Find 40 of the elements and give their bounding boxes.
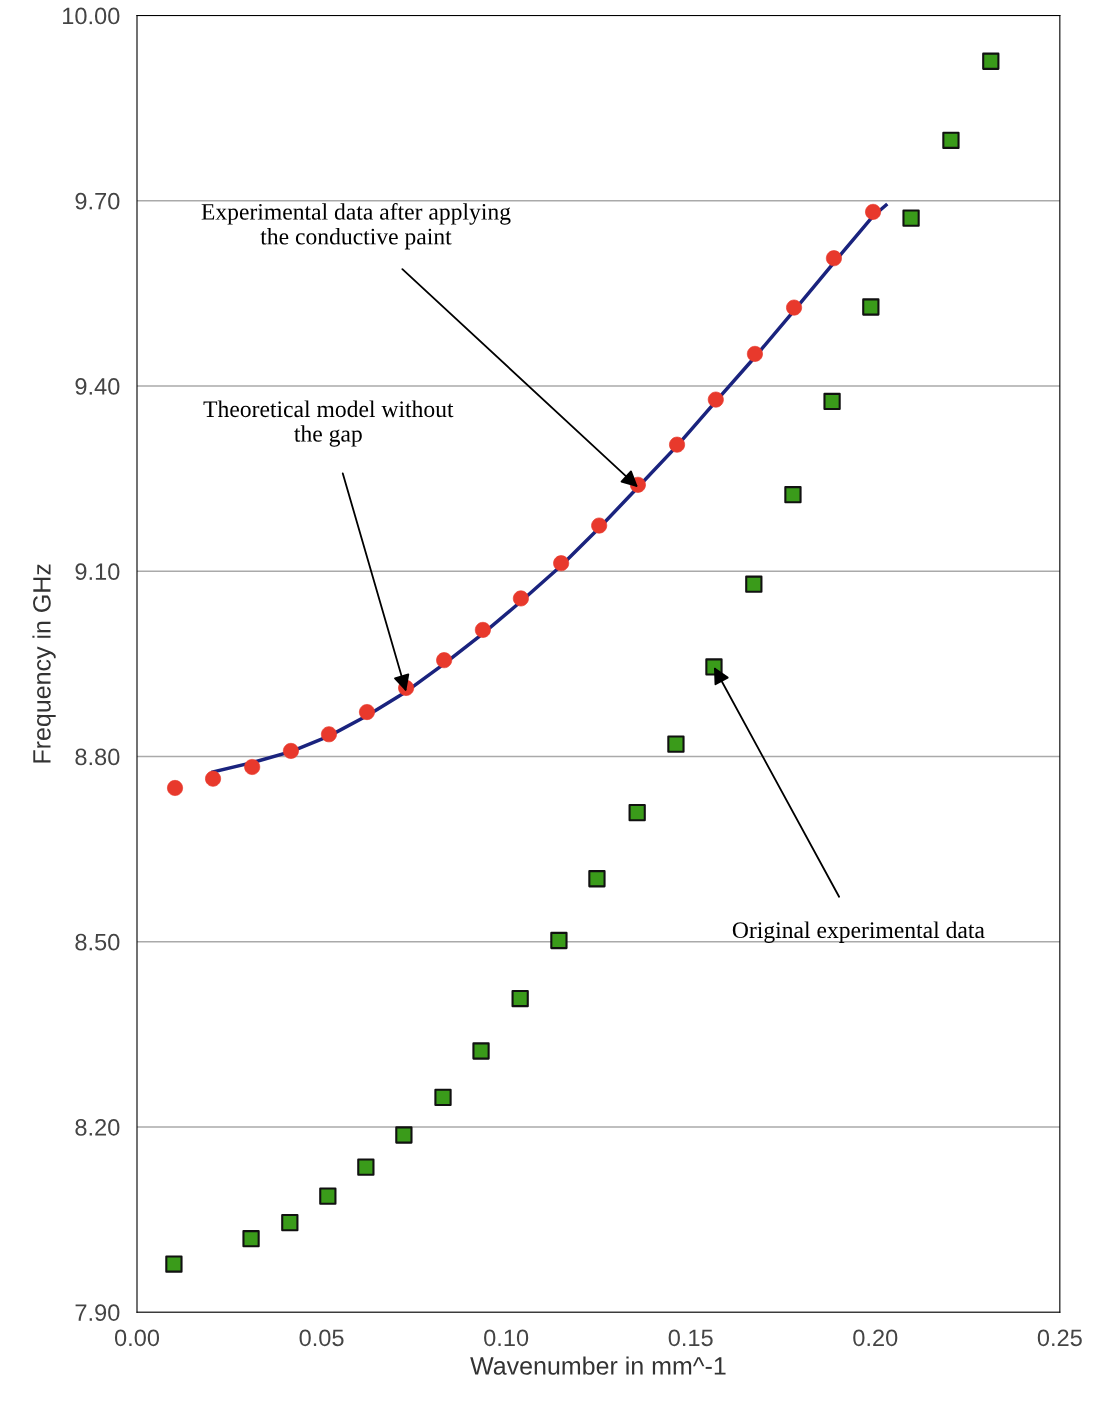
point [862, 298, 880, 316]
point [434, 1088, 452, 1106]
point [357, 1158, 375, 1176]
y-tick-label: 8.20 [75, 1119, 120, 1136]
y-tick-label: 7.90 [75, 1304, 120, 1321]
point [745, 575, 763, 593]
point [982, 52, 1000, 70]
y-tick-label: 8.50 [75, 933, 120, 951]
point [242, 1230, 260, 1248]
point [588, 870, 606, 888]
point [902, 209, 920, 227]
annotation: Original experimental data [732, 921, 985, 943]
annotation: Experimental data after applying the conductive paint [201, 202, 511, 250]
point [823, 392, 841, 411]
x-tick-label: 0.05 [299, 1329, 344, 1347]
x-tick-label: 0.20 [853, 1329, 898, 1347]
y-tick-label: 9.40 [75, 378, 120, 395]
x-tick-label: 0.10 [484, 1329, 529, 1347]
point [281, 1214, 299, 1232]
point [319, 1187, 337, 1205]
point [550, 931, 568, 950]
annotation: Theoretical model without the gap [203, 400, 454, 447]
x-tick-label: 0.25 [1037, 1329, 1082, 1347]
y-tick-label: 8.80 [75, 748, 120, 766]
point [472, 1042, 490, 1060]
point [511, 989, 529, 1008]
point [165, 1255, 183, 1273]
y-tick-label: 9.70 [75, 192, 120, 210]
point [942, 131, 960, 149]
x-tick-label: 0.00 [114, 1329, 160, 1347]
point [395, 1126, 413, 1144]
point [667, 735, 685, 753]
point [628, 804, 646, 822]
x-tick-label: 0.15 [668, 1329, 713, 1347]
y-tick-label: 9.10 [75, 563, 120, 581]
point [591, 517, 608, 534]
y-tick-label: 10.00 [63, 7, 120, 25]
y-axis-title: Frequency in GHz [32, 564, 56, 763]
x-axis-title: Wavenumber in mm^-1 [470, 1356, 726, 1375]
point [784, 486, 802, 504]
